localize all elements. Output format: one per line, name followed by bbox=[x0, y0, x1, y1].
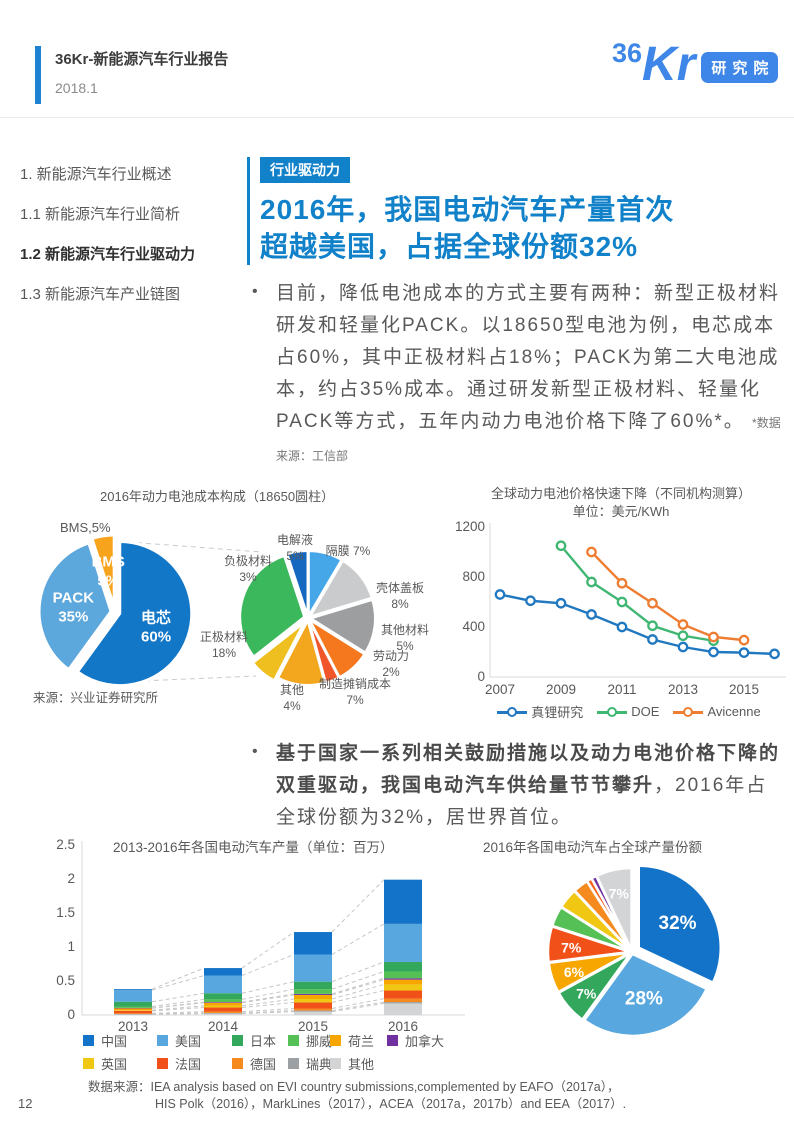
sidebar-item-analysis[interactable]: 1.1 新能源汽车行业简析 bbox=[20, 206, 181, 223]
ev-production-bar-title: 2013-2016年各国电动汽车产量（单位：百万） bbox=[113, 840, 394, 855]
svg-text:2.5: 2.5 bbox=[56, 837, 75, 852]
svg-text:2: 2 bbox=[67, 871, 75, 886]
legend-avicenne: Avicenne bbox=[673, 704, 761, 719]
svg-text:2015: 2015 bbox=[298, 1019, 328, 1034]
logo-research-badge: 研究院 bbox=[701, 52, 779, 83]
sidebar-item-drivers[interactable]: 1.2 新能源汽车行业驱动力 bbox=[20, 246, 196, 263]
data-source-line2: HIS Polk（2016），MarkLines（2017），ACEA（2017… bbox=[155, 1097, 627, 1111]
svg-text:7%: 7% bbox=[609, 885, 630, 901]
svg-text:2015: 2015 bbox=[729, 682, 759, 697]
zhenli-line-marker-icon bbox=[497, 706, 528, 718]
sidebar-item-industry-chain[interactable]: 1.3 新能源汽车产业链图 bbox=[20, 286, 181, 303]
svg-text:2009: 2009 bbox=[546, 682, 576, 697]
legend-usa: 美国 bbox=[157, 1031, 201, 1050]
bullet1-source-note: *数据来源：工信部 bbox=[276, 416, 781, 463]
legend-sweden: 瑞典 bbox=[288, 1054, 332, 1073]
bullet2-marker: • bbox=[252, 743, 258, 760]
header-accent-bar bbox=[35, 46, 41, 104]
pie-label-case-cover: 壳体盖板 8% bbox=[375, 581, 424, 611]
bullet2-bold-text: 基于国家一系列相关鼓励措施以及动力电池价格下降的双重驱动，我国电动汽车供给量节节… bbox=[276, 743, 781, 796]
svg-text:32%: 32% bbox=[659, 913, 697, 934]
data-source-note: 数据来源：IEA analysis based on EVI country s… bbox=[88, 1079, 626, 1113]
ev-share-pie-chart: 32% 28% 7% 6% 7% 7% bbox=[546, 864, 722, 1038]
report-title: 36Kr-新能源汽车行业报告 bbox=[55, 51, 229, 68]
doe-line-marker-icon bbox=[597, 706, 628, 718]
pie-label-other-materials: 其他材料 5% bbox=[380, 623, 429, 653]
page-number: 12 bbox=[18, 1096, 33, 1111]
svg-text:1: 1 bbox=[67, 939, 75, 954]
pie-label-cathode: 正极材料 18% bbox=[199, 630, 248, 660]
pie-connector-lines bbox=[117, 541, 263, 683]
bullet2-paragraph: 基于国家一系列相关鼓励措施以及动力电池价格下降的双重驱动，我国电动汽车供给量节节… bbox=[276, 738, 788, 834]
svg-text:0.5: 0.5 bbox=[56, 973, 75, 988]
svg-text:0: 0 bbox=[67, 1007, 75, 1022]
svg-text:800: 800 bbox=[462, 569, 485, 584]
svg-text:2016: 2016 bbox=[388, 1019, 418, 1034]
svg-text:1.5: 1.5 bbox=[56, 905, 75, 920]
legend-france: 法国 bbox=[157, 1054, 201, 1073]
svg-text:28%: 28% bbox=[625, 988, 663, 1009]
legend-netherlands: 荷兰 bbox=[330, 1031, 374, 1050]
page-title-line1: 2016年，我国电动汽车产量首次 bbox=[260, 194, 675, 225]
report-date: 2018.1 bbox=[55, 80, 98, 96]
36kr-logo: 36 Kr 研究院 bbox=[612, 38, 779, 91]
pie-label-manufacturing: 制造摊销成本 7% bbox=[318, 677, 391, 707]
battery-cost-pie-chart: 电芯 60% PACK 35%BMS 5% bbox=[37, 533, 194, 687]
svg-text:7%: 7% bbox=[576, 985, 597, 1001]
legend-germany: 德国 bbox=[232, 1054, 276, 1073]
legend-china: 中国 bbox=[83, 1031, 127, 1050]
avicenne-line-marker-icon bbox=[673, 706, 704, 718]
legend-canada: 加拿大 bbox=[387, 1031, 444, 1050]
legend-doe: DOE bbox=[597, 704, 659, 719]
bullet1-paragraph: 目前，降低电池成本的方式主要有两种：新型正极材料研发和轻量化PACK。以1865… bbox=[276, 278, 788, 472]
ev-production-bar-chart: 0 0.5 1 1.5 2 2.5 2013 2014 2015 2016 bbox=[56, 837, 465, 1034]
logo-kr-text: Kr bbox=[642, 38, 696, 91]
svg-text:400: 400 bbox=[462, 619, 485, 634]
pie-label-electrolyte: 电解液 5% bbox=[276, 533, 313, 563]
sidebar-item-overview[interactable]: 1. 新能源汽车行业概述 bbox=[20, 166, 172, 183]
battery-cost-pie-source: 来源：兴业证券研究所 bbox=[33, 691, 159, 705]
svg-text:2013: 2013 bbox=[118, 1019, 148, 1034]
bullet1-text: 目前，降低电池成本的方式主要有两种：新型正极材料研发和轻量化PACK。以1865… bbox=[276, 283, 781, 432]
pie-label-other: 其他 4% bbox=[279, 683, 304, 713]
svg-text:2014: 2014 bbox=[208, 1019, 239, 1034]
logo-36-text: 36 bbox=[612, 38, 643, 68]
legend-other: 其他 bbox=[330, 1054, 374, 1073]
pie-label-anode: 负极材料 3% bbox=[223, 554, 272, 584]
legend-uk: 英国 bbox=[83, 1054, 127, 1073]
battery-cost-pie-title: 2016年动力电池成本构成（18650圆柱） bbox=[100, 489, 335, 504]
bullet2-rest-text: ，2016年占全球份额为32%，居世界首位。 bbox=[276, 775, 768, 828]
bullet1-marker: • bbox=[252, 283, 258, 300]
data-source-line1: 数据来源：IEA analysis based on EVI country s… bbox=[88, 1080, 620, 1094]
legend-japan: 日本 bbox=[232, 1031, 276, 1050]
pie-label-separator: 隔膜 7% bbox=[325, 544, 371, 558]
cell-cost-pie-chart bbox=[239, 550, 376, 686]
page-title-line2: 超越美国，占据全球份额32% bbox=[260, 231, 639, 262]
svg-text:2013: 2013 bbox=[668, 682, 698, 697]
section-header: 行业驱动力 2016年，我国电动汽车产量首次 超越美国，占据全球份额32% bbox=[247, 157, 790, 265]
bms-slice-label: BMS,5% bbox=[60, 520, 111, 535]
legend-zhenli: 真锂研究 bbox=[497, 702, 583, 721]
price-line-title: 全球动力电池价格快速下降（不同机构测算） bbox=[490, 486, 751, 501]
pie-label-labor: 劳动力 2% bbox=[372, 649, 409, 679]
svg-text:2007: 2007 bbox=[485, 682, 515, 697]
price-line-chart: 0 400 800 1200 2007 2009 2011 2013 2015 bbox=[455, 519, 786, 697]
svg-text:6%: 6% bbox=[564, 964, 585, 980]
legend-norway: 挪威 bbox=[288, 1031, 332, 1050]
section-badge: 行业驱动力 bbox=[260, 157, 350, 183]
svg-text:2011: 2011 bbox=[607, 682, 636, 697]
header-divider bbox=[0, 117, 794, 118]
svg-text:0: 0 bbox=[477, 669, 485, 684]
price-line-subtitle: 单位：美元/KWh bbox=[572, 504, 670, 519]
price-line-legend: 真锂研究 DOE Avicenne bbox=[468, 702, 790, 721]
ev-share-pie-title: 2016年各国电动汽车占全球产量份额 bbox=[483, 840, 703, 855]
svg-text:7%: 7% bbox=[561, 939, 582, 955]
svg-text:1200: 1200 bbox=[455, 519, 485, 534]
